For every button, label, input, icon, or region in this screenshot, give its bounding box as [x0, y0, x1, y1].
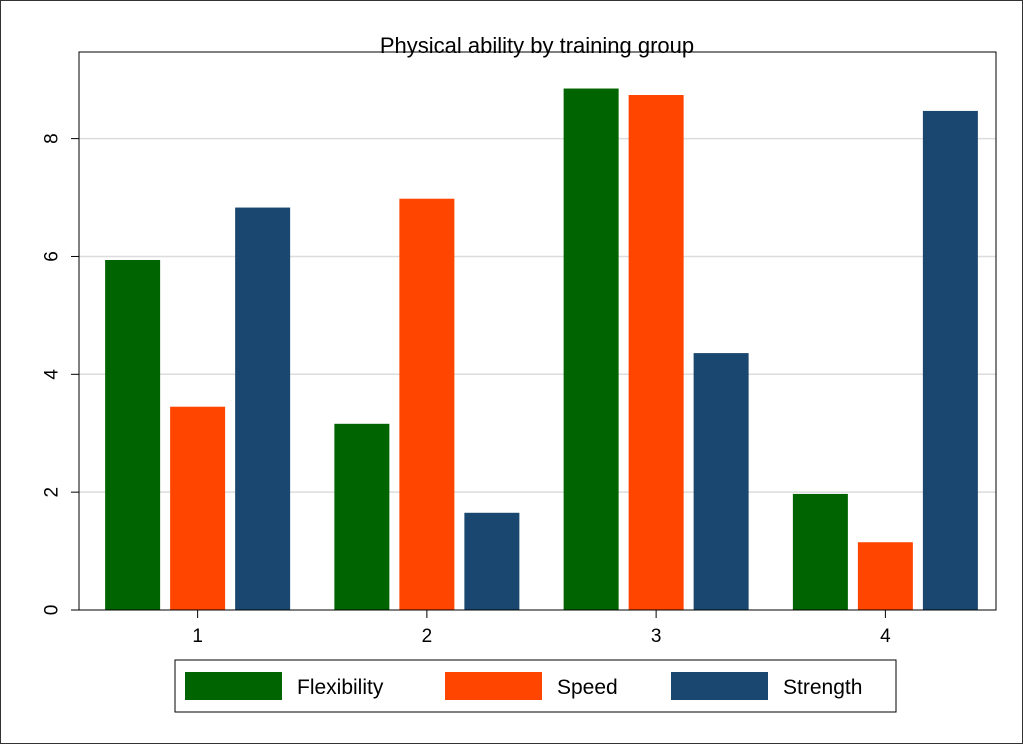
legend-swatch-flexibility — [185, 672, 282, 700]
x-tick-label: 2 — [422, 626, 433, 647]
bar-flexibility-3 — [563, 88, 619, 610]
chart-title: Physical ability by training group — [380, 33, 694, 58]
bar-flexibility-1 — [105, 259, 161, 610]
x-tick-label: 3 — [651, 626, 662, 647]
y-tick-label: 8 — [42, 133, 63, 144]
bar-strength-3 — [693, 353, 749, 610]
legend-label-flexibility: Flexibility — [297, 676, 384, 699]
legend-label-strength: Strength — [783, 676, 862, 699]
bar-speed-2 — [399, 198, 455, 610]
bar-strength-4 — [922, 110, 978, 610]
x-tick-label: 4 — [880, 626, 891, 647]
bar-speed-4 — [857, 542, 913, 610]
y-tick-label: 6 — [42, 251, 63, 262]
bar-speed-1 — [170, 406, 226, 610]
y-tick-label: 2 — [42, 487, 63, 498]
bar-speed-3 — [628, 95, 684, 610]
x-tick-label: 1 — [192, 626, 203, 647]
bar-flexibility-2 — [334, 423, 390, 610]
legend-swatch-speed — [445, 672, 542, 700]
legend-swatch-strength — [671, 672, 768, 700]
y-tick-label: 4 — [42, 369, 63, 380]
bar-strength-2 — [464, 512, 520, 610]
plot-area-border — [78, 51, 997, 611]
legend-label-speed: Speed — [557, 676, 618, 699]
y-tick-label: 0 — [42, 605, 63, 616]
bar-flexibility-4 — [792, 493, 848, 610]
bar-strength-1 — [235, 207, 291, 610]
legend: Flexibility Speed Strength — [174, 659, 897, 713]
